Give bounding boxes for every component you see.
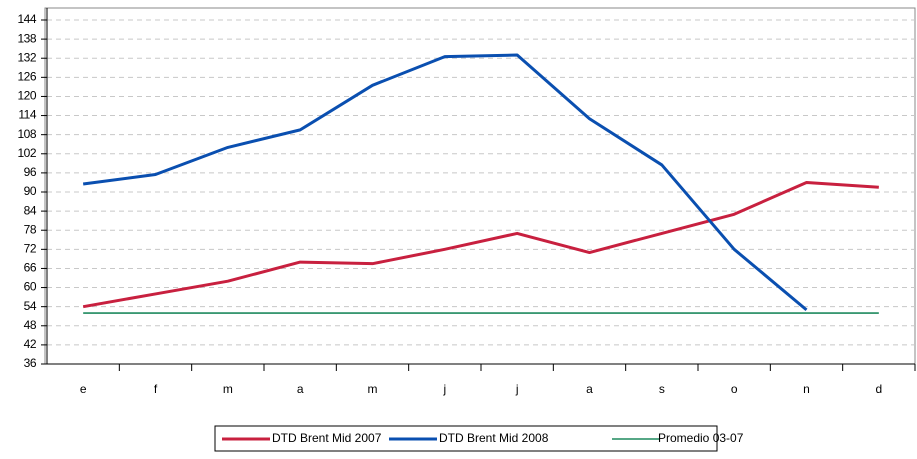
- y-tick-label: 138: [17, 31, 36, 45]
- y-tick-label: 90: [24, 184, 37, 198]
- y-tick-label: 114: [18, 108, 36, 122]
- y-tick-label: 84: [24, 203, 37, 217]
- legend-label: DTD Brent Mid 2008: [439, 431, 549, 445]
- series-line: [82, 180, 879, 309]
- x-tick-label: o: [731, 382, 738, 396]
- y-tick-label: 48: [24, 318, 37, 332]
- y-tick-label: 66: [24, 261, 37, 275]
- y-tick-label: 42: [24, 337, 37, 351]
- y-tick-label: 96: [24, 165, 37, 179]
- x-tick-label: m: [223, 382, 233, 396]
- x-tick-label: m: [368, 382, 378, 396]
- x-tick-label: a: [586, 382, 593, 396]
- x-tick-label: a: [297, 382, 304, 396]
- x-tick-label: d: [875, 382, 882, 396]
- series-line: [82, 53, 808, 312]
- x-tick-label: e: [80, 382, 87, 396]
- x-tick-label: j: [515, 382, 519, 396]
- y-tick-label: 102: [17, 146, 36, 160]
- y-tick-label: 60: [24, 280, 37, 294]
- y-tick-label: 36: [24, 356, 37, 370]
- legend-label: Promedio 03-07: [658, 431, 744, 445]
- y-tick-label: 78: [24, 222, 37, 236]
- y-tick-label: 72: [24, 242, 37, 256]
- y-tick-label: 54: [24, 299, 37, 313]
- y-tick-label: 144: [17, 12, 36, 26]
- y-tick-label: 120: [17, 89, 36, 103]
- legend-label: DTD Brent Mid 2007: [272, 431, 382, 445]
- x-tick-label: j: [442, 382, 446, 396]
- x-tick-label: n: [803, 382, 810, 396]
- x-tick-label: f: [154, 382, 158, 396]
- x-tick-label: s: [659, 382, 665, 396]
- y-tick-label: 126: [17, 70, 36, 84]
- plot-frame: [44, 7, 916, 365]
- y-tick-label: 108: [17, 127, 36, 141]
- y-tick-label: 132: [17, 50, 36, 64]
